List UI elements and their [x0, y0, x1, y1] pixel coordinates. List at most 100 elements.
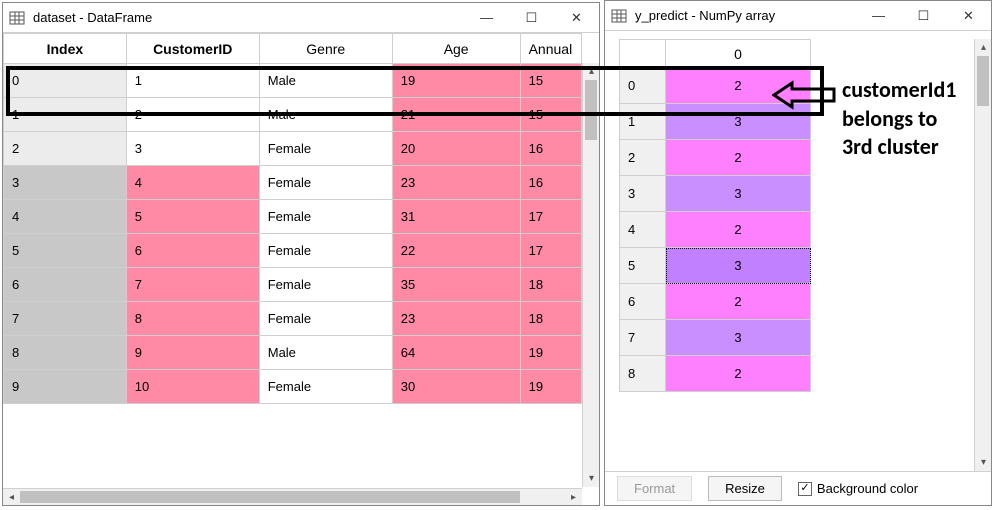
- scroll-right-icon[interactable]: ▸: [565, 489, 582, 505]
- index-cell[interactable]: 3: [4, 166, 127, 200]
- close-button[interactable]: ✕: [554, 3, 599, 32]
- table-row[interactable]: 82: [620, 356, 969, 392]
- table-row[interactable]: 01Male1915: [4, 64, 582, 98]
- index-cell[interactable]: 1: [620, 104, 666, 140]
- annual-cell[interactable]: 15: [520, 64, 581, 98]
- scrollbar-thumb[interactable]: [977, 56, 989, 106]
- index-cell[interactable]: 0: [4, 64, 127, 98]
- age-cell[interactable]: 64: [392, 336, 520, 370]
- column-header-annual[interactable]: Annual: [520, 34, 581, 64]
- annual-cell[interactable]: 17: [520, 200, 581, 234]
- customerid-cell[interactable]: 6: [126, 234, 259, 268]
- age-cell[interactable]: 21: [392, 98, 520, 132]
- table-row[interactable]: 34Female2316: [4, 166, 582, 200]
- age-cell[interactable]: 19: [392, 64, 520, 98]
- table-row[interactable]: 42: [620, 212, 969, 248]
- scrollbar-thumb[interactable]: [20, 491, 520, 503]
- scrollbar-thumb[interactable]: [585, 80, 597, 140]
- scroll-down-icon[interactable]: ▾: [975, 454, 991, 471]
- genre-cell[interactable]: Male: [259, 336, 392, 370]
- customerid-cell[interactable]: 10: [126, 370, 259, 404]
- value-cell[interactable]: 2: [666, 140, 811, 176]
- annual-cell[interactable]: 18: [520, 268, 581, 302]
- close-button[interactable]: ✕: [946, 1, 991, 30]
- minimize-button[interactable]: ―: [464, 3, 509, 32]
- value-cell[interactable]: 2: [666, 212, 811, 248]
- index-cell[interactable]: 6: [4, 268, 127, 302]
- table-row[interactable]: 12Male2115: [4, 98, 582, 132]
- index-cell[interactable]: 2: [620, 140, 666, 176]
- format-button[interactable]: Format: [617, 476, 692, 501]
- scroll-down-icon[interactable]: ▾: [583, 470, 599, 487]
- maximize-button[interactable]: ☐: [509, 3, 554, 32]
- index-cell[interactable]: 7: [4, 302, 127, 336]
- index-cell[interactable]: 1: [4, 98, 127, 132]
- index-cell[interactable]: 9: [4, 370, 127, 404]
- horizontal-scrollbar[interactable]: ◂ ▸: [3, 488, 582, 505]
- index-cell[interactable]: 8: [620, 356, 666, 392]
- annual-cell[interactable]: 15: [520, 98, 581, 132]
- age-cell[interactable]: 20: [392, 132, 520, 166]
- value-cell[interactable]: 2: [666, 284, 811, 320]
- maximize-button[interactable]: ☐: [901, 1, 946, 30]
- genre-cell[interactable]: Male: [259, 64, 392, 98]
- table-row[interactable]: 78Female2318: [4, 302, 582, 336]
- bgcolor-checkbox[interactable]: ✓ Background color: [798, 481, 918, 496]
- age-cell[interactable]: 30: [392, 370, 520, 404]
- column-header-customerid[interactable]: CustomerID: [126, 34, 259, 64]
- annual-cell[interactable]: 19: [520, 370, 581, 404]
- age-cell[interactable]: 35: [392, 268, 520, 302]
- value-cell[interactable]: 3: [666, 248, 811, 284]
- annual-cell[interactable]: 18: [520, 302, 581, 336]
- scroll-up-icon[interactable]: ▴: [975, 39, 991, 56]
- age-cell[interactable]: 31: [392, 200, 520, 234]
- age-cell[interactable]: 23: [392, 166, 520, 200]
- customerid-cell[interactable]: 4: [126, 166, 259, 200]
- table-row[interactable]: 67Female3518: [4, 268, 582, 302]
- customerid-cell[interactable]: 3: [126, 132, 259, 166]
- age-cell[interactable]: 22: [392, 234, 520, 268]
- genre-cell[interactable]: Female: [259, 132, 392, 166]
- customerid-cell[interactable]: 9: [126, 336, 259, 370]
- table-row[interactable]: 33: [620, 176, 969, 212]
- column-header-index[interactable]: Index: [4, 34, 127, 64]
- index-cell[interactable]: 4: [620, 212, 666, 248]
- table-row[interactable]: 45Female3117: [4, 200, 582, 234]
- table-row[interactable]: 23Female2016: [4, 132, 582, 166]
- annual-cell[interactable]: 17: [520, 234, 581, 268]
- customerid-cell[interactable]: 5: [126, 200, 259, 234]
- value-cell[interactable]: 3: [666, 320, 811, 356]
- table-row[interactable]: 89Male6419: [4, 336, 582, 370]
- scroll-up-icon[interactable]: ▴: [583, 63, 599, 80]
- genre-cell[interactable]: Male: [259, 98, 392, 132]
- index-cell[interactable]: 0: [620, 68, 666, 104]
- annual-cell[interactable]: 16: [520, 132, 581, 166]
- table-row[interactable]: 910Female3019: [4, 370, 582, 404]
- customerid-cell[interactable]: 1: [126, 64, 259, 98]
- table-row[interactable]: 73: [620, 320, 969, 356]
- index-cell[interactable]: 7: [620, 320, 666, 356]
- index-cell[interactable]: 6: [620, 284, 666, 320]
- minimize-button[interactable]: ―: [856, 1, 901, 30]
- customerid-cell[interactable]: 7: [126, 268, 259, 302]
- index-cell[interactable]: 8: [4, 336, 127, 370]
- genre-cell[interactable]: Female: [259, 302, 392, 336]
- annual-cell[interactable]: 19: [520, 336, 581, 370]
- resize-button[interactable]: Resize: [708, 476, 782, 501]
- age-cell[interactable]: 23: [392, 302, 520, 336]
- scroll-left-icon[interactable]: ◂: [3, 489, 20, 505]
- column-header-genre[interactable]: Genre: [259, 34, 392, 64]
- genre-cell[interactable]: Female: [259, 268, 392, 302]
- value-cell[interactable]: 3: [666, 176, 811, 212]
- table-row[interactable]: 62: [620, 284, 969, 320]
- genre-cell[interactable]: Female: [259, 166, 392, 200]
- index-cell[interactable]: 5: [620, 248, 666, 284]
- index-cell[interactable]: 5: [4, 234, 127, 268]
- customerid-cell[interactable]: 2: [126, 98, 259, 132]
- index-cell[interactable]: 2: [4, 132, 127, 166]
- genre-cell[interactable]: Female: [259, 200, 392, 234]
- table-row[interactable]: 56Female2217: [4, 234, 582, 268]
- vertical-scrollbar[interactable]: ▴ ▾: [582, 63, 599, 487]
- index-cell[interactable]: 4: [4, 200, 127, 234]
- customerid-cell[interactable]: 8: [126, 302, 259, 336]
